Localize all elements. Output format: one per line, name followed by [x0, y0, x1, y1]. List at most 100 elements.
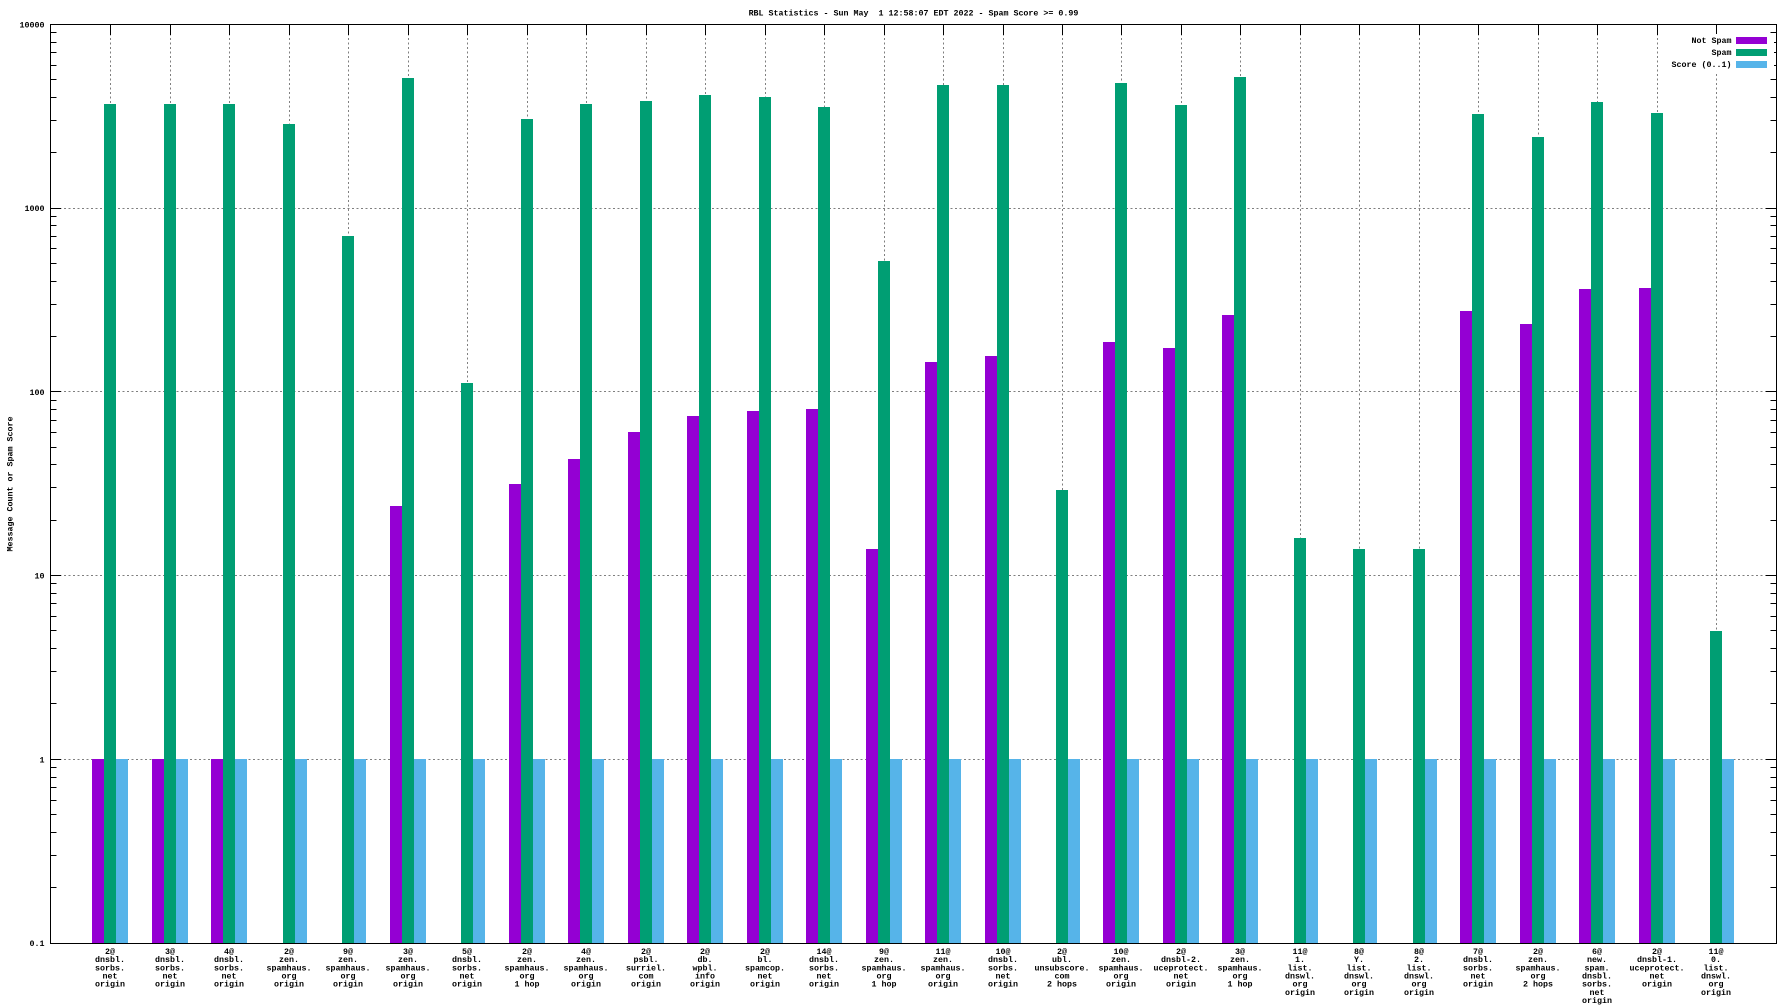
svg-text:10000: 10000 — [20, 21, 45, 31]
svg-text:org: org — [1293, 980, 1308, 990]
svg-text:origin: origin — [155, 980, 185, 990]
svg-text:zen.: zen. — [398, 955, 418, 965]
svg-text:zen.: zen. — [874, 955, 894, 965]
svg-text:3@: 3@ — [1235, 947, 1245, 957]
svg-text:dnsbl-1.: dnsbl-1. — [1637, 955, 1677, 965]
svg-text:dnswl.: dnswl. — [1701, 972, 1731, 982]
svg-text:spamhaus.: spamhaus. — [505, 963, 550, 973]
svg-text:spam.: spam. — [1585, 963, 1610, 973]
svg-text:dnsbl.: dnsbl. — [1582, 972, 1612, 982]
svg-text:origin: origin — [1582, 996, 1612, 1006]
svg-text:origin: origin — [1106, 980, 1136, 990]
svg-text:dnsbl.: dnsbl. — [452, 955, 482, 965]
svg-text:org: org — [1352, 980, 1367, 990]
svg-text:origin: origin — [274, 980, 304, 990]
svg-text:uceprotect.: uceprotect. — [1630, 963, 1685, 973]
svg-text:2@: 2@ — [1533, 947, 1543, 957]
svg-text:11@: 11@ — [1709, 947, 1724, 957]
svg-text:9@: 9@ — [879, 947, 889, 957]
svg-text:4@: 4@ — [224, 947, 234, 957]
svg-text:origin: origin — [631, 980, 661, 990]
svg-text:dnswl.: dnswl. — [1285, 972, 1315, 982]
svg-text:8@: 8@ — [1414, 947, 1424, 957]
svg-text:8@: 8@ — [1354, 947, 1364, 957]
svg-text:RBL Statistics - Sun May 1 12: RBL Statistics - Sun May 1 12:58:07 EDT … — [749, 8, 1079, 18]
svg-text:2@: 2@ — [641, 947, 651, 957]
svg-text:dnsbl.: dnsbl. — [95, 955, 125, 965]
svg-text:dnsbl.: dnsbl. — [809, 955, 839, 965]
svg-text:11@: 11@ — [936, 947, 951, 957]
svg-text:dnswl.: dnswl. — [1344, 972, 1374, 982]
svg-text:spamhaus.: spamhaus. — [1099, 963, 1144, 973]
svg-text:Message Count or Spam Score: Message Count or Spam Score — [6, 417, 16, 552]
svg-text:net: net — [460, 972, 475, 982]
svg-text:Score (0..1): Score (0..1) — [1672, 60, 1732, 70]
svg-text:new.: new. — [1587, 955, 1607, 965]
svg-text:zen.: zen. — [933, 955, 953, 965]
svg-text:origin: origin — [1463, 980, 1493, 990]
svg-text:1 hop: 1 hop — [1228, 980, 1253, 990]
svg-text:list.: list. — [1704, 963, 1729, 973]
svg-text:sorbs.: sorbs. — [95, 963, 125, 973]
svg-text:org: org — [936, 972, 951, 982]
svg-text:psbl.: psbl. — [634, 955, 659, 965]
svg-text:origin: origin — [95, 980, 125, 990]
svg-text:zen.: zen. — [1111, 955, 1131, 965]
svg-text:origin: origin — [988, 980, 1018, 990]
svg-text:Spam: Spam — [1712, 48, 1732, 58]
svg-text:2@: 2@ — [522, 947, 532, 957]
svg-text:org: org — [1531, 972, 1546, 982]
svg-text:spamcop.: spamcop. — [745, 963, 785, 973]
svg-text:dnsbl.: dnsbl. — [988, 955, 1018, 965]
svg-text:dnsbl.: dnsbl. — [214, 955, 244, 965]
svg-text:spamhaus.: spamhaus. — [326, 963, 371, 973]
svg-text:14@: 14@ — [817, 947, 832, 957]
svg-text:ubl.: ubl. — [1052, 955, 1072, 965]
svg-text:origin: origin — [809, 980, 839, 990]
svg-text:2@: 2@ — [1652, 947, 1662, 957]
svg-text:4@: 4@ — [581, 947, 591, 957]
svg-text:com: com — [1055, 972, 1070, 982]
svg-text:dnsbl.: dnsbl. — [1463, 955, 1493, 965]
svg-text:net: net — [103, 972, 118, 982]
svg-text:org: org — [1412, 980, 1427, 990]
svg-text:org: org — [579, 972, 594, 982]
svg-text:spamhaus.: spamhaus. — [1516, 963, 1561, 973]
svg-text:surriel.: surriel. — [626, 963, 666, 973]
svg-text:6@: 6@ — [1592, 947, 1602, 957]
svg-text:org: org — [520, 972, 535, 982]
svg-text:spamhaus.: spamhaus. — [921, 963, 966, 973]
svg-text:0.: 0. — [1711, 955, 1721, 965]
svg-text:dnsbl-2.: dnsbl-2. — [1161, 955, 1201, 965]
svg-text:2@: 2@ — [700, 947, 710, 957]
svg-text:3@: 3@ — [403, 947, 413, 957]
svg-text:sorbs.: sorbs. — [214, 963, 244, 973]
svg-text:Not Spam: Not Spam — [1692, 36, 1732, 46]
svg-text:unsubscore.: unsubscore. — [1035, 963, 1090, 973]
svg-text:db.: db. — [698, 955, 713, 965]
svg-text:org: org — [1709, 980, 1724, 990]
svg-text:org: org — [1114, 972, 1129, 982]
svg-text:org: org — [341, 972, 356, 982]
svg-text:sorbs.: sorbs. — [452, 963, 482, 973]
svg-text:net: net — [1471, 972, 1486, 982]
svg-text:2 hops: 2 hops — [1523, 980, 1553, 990]
svg-text:net: net — [1590, 988, 1605, 998]
svg-text:spamhaus.: spamhaus. — [267, 963, 312, 973]
svg-text:zen.: zen. — [1528, 955, 1548, 965]
svg-text:com: com — [639, 972, 654, 982]
svg-text:3@: 3@ — [165, 947, 175, 957]
svg-text:zen.: zen. — [279, 955, 299, 965]
svg-text:org: org — [877, 972, 892, 982]
svg-text:9@: 9@ — [343, 947, 353, 957]
svg-text:spamhaus.: spamhaus. — [862, 963, 907, 973]
svg-text:bl.: bl. — [758, 955, 773, 965]
svg-text:10@: 10@ — [1114, 947, 1129, 957]
svg-text:zen.: zen. — [338, 955, 358, 965]
svg-text:zen.: zen. — [517, 955, 537, 965]
svg-text:origin: origin — [333, 980, 363, 990]
svg-text:spamhaus.: spamhaus. — [564, 963, 609, 973]
svg-text:origin: origin — [750, 980, 780, 990]
svg-text:origin: origin — [1285, 988, 1315, 998]
svg-text:origin: origin — [452, 980, 482, 990]
